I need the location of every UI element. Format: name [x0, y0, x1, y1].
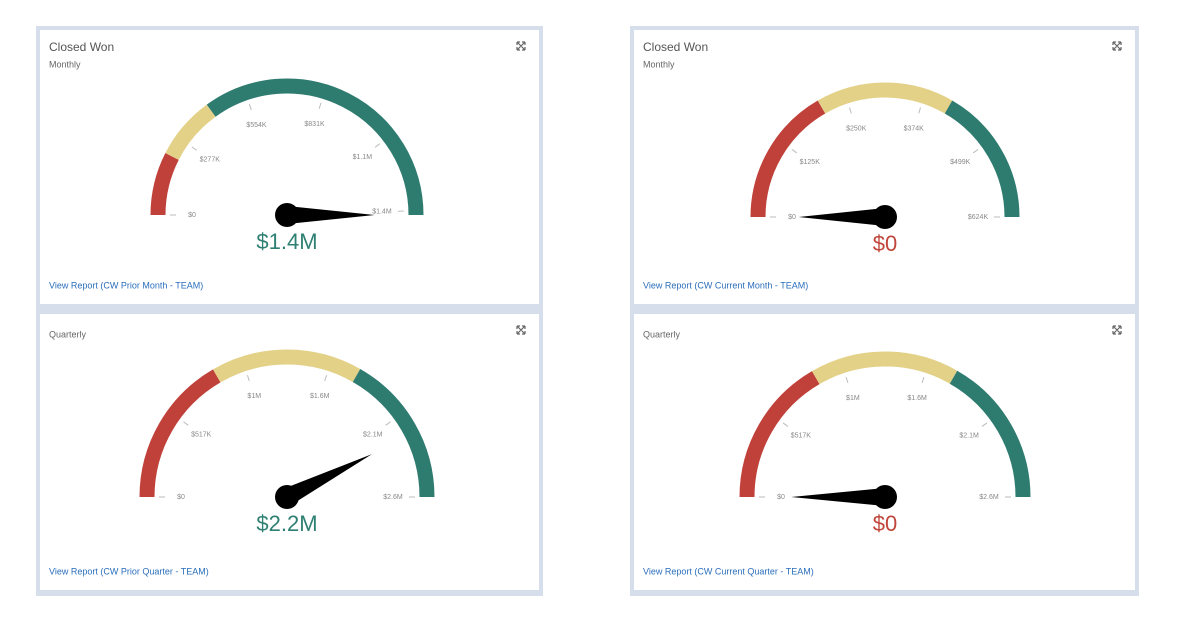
tick-mark: [183, 421, 189, 426]
tick-label: $2.6M: [383, 494, 403, 501]
panel-title: Closed Won: [643, 40, 708, 54]
gauge-band: [750, 100, 826, 218]
tick-label: $1.6M: [907, 395, 927, 402]
needle: [282, 454, 372, 506]
view-report-link[interactable]: View Report (CW Prior Month - TEAM): [49, 280, 203, 290]
view-report-link[interactable]: View Report (CW Current Month - TEAM): [643, 280, 808, 290]
needle-hub: [275, 485, 299, 509]
tick-mark: [248, 104, 252, 111]
needle: [791, 488, 885, 506]
tick-mark: [848, 107, 852, 114]
view-report-link[interactable]: View Report (CW Prior Quarter - TEAM): [49, 566, 209, 576]
tick-label: $0: [777, 494, 785, 501]
tick-label: $1M: [247, 393, 261, 400]
tick-mark: [246, 375, 250, 382]
gauge-band: [139, 369, 221, 498]
tick-label: $1.6M: [310, 393, 330, 400]
tick-label: $250K: [846, 125, 867, 132]
gauge-band: [165, 104, 216, 161]
tick-label: $0: [188, 212, 196, 219]
tick-mark: [324, 375, 328, 382]
gauge-band: [944, 100, 1020, 218]
tick-label: $499K: [950, 159, 971, 166]
gauge-band: [212, 349, 361, 383]
panel: [40, 30, 539, 304]
panel: [634, 30, 1135, 304]
gauge-band: [739, 371, 820, 498]
panel-subtitle: Monthly: [49, 59, 81, 69]
tick-label: $277K: [200, 157, 221, 164]
tick-label: $1.4M: [372, 209, 392, 216]
gauge-value: $2.2M: [256, 511, 317, 536]
view-report-link[interactable]: View Report (CW Current Quarter - TEAM): [643, 566, 814, 576]
needle-hub: [275, 203, 299, 227]
tick-mark: [374, 143, 381, 148]
needle: [287, 206, 375, 224]
tick-label: $517K: [791, 433, 812, 440]
tick-label: $2.1M: [363, 432, 383, 439]
panel-title: Closed Won: [49, 40, 114, 54]
panel-subtitle: Quarterly: [643, 329, 681, 339]
gauge-band: [150, 153, 179, 216]
tick-mark: [791, 149, 798, 154]
tick-label: $1.1M: [353, 154, 373, 161]
tick-mark: [782, 422, 789, 427]
gauge-value: $0: [873, 231, 897, 256]
panel-subtitle: Quarterly: [49, 329, 87, 339]
tick-label: $2.1M: [959, 433, 979, 440]
tick-label: $554K: [246, 122, 267, 129]
tick-label: $125K: [800, 159, 821, 166]
tick-mark: [191, 146, 198, 151]
gauge-band: [206, 78, 424, 216]
panel-subtitle: Monthly: [643, 59, 675, 69]
tick-label: $2.6M: [979, 494, 999, 501]
gauge-band: [811, 351, 958, 385]
tick-mark: [981, 422, 988, 427]
tick-mark: [385, 421, 391, 426]
gauge-value: $1.4M: [256, 229, 317, 254]
expand-icon[interactable]: [516, 325, 526, 335]
tick-mark: [921, 377, 925, 384]
needle: [798, 208, 885, 226]
gauge-value: $0: [873, 511, 897, 536]
tick-label: $0: [788, 214, 796, 221]
tick-label: $0: [177, 494, 185, 501]
gauge-band: [949, 370, 1031, 498]
tick-mark: [972, 149, 979, 154]
gauge-band: [817, 82, 953, 114]
tick-label: $831K: [304, 121, 325, 128]
expand-icon[interactable]: [516, 41, 526, 51]
tick-label: $374K: [904, 125, 925, 132]
tick-label: $517K: [191, 432, 212, 439]
tick-label: $624K: [968, 214, 989, 221]
needle-hub: [873, 205, 897, 229]
tick-mark: [845, 377, 849, 384]
expand-icon[interactable]: [1112, 325, 1122, 335]
expand-icon[interactable]: [1112, 41, 1122, 51]
needle-hub: [873, 485, 897, 509]
gauge-band: [352, 368, 435, 498]
tick-label: $1M: [846, 395, 860, 402]
tick-mark: [918, 107, 922, 114]
tick-mark: [318, 102, 322, 109]
